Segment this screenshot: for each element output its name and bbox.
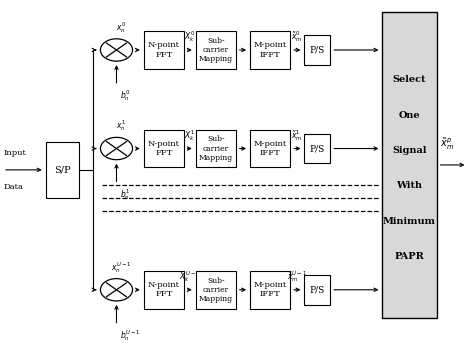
Text: M-point
IFFT: M-point IFFT xyxy=(254,281,287,298)
Bar xyxy=(144,271,184,309)
Text: N-point
FFT: N-point FFT xyxy=(148,140,180,157)
Text: Sub-
carrier
Mapping: Sub- carrier Mapping xyxy=(199,277,233,303)
Bar xyxy=(250,271,290,309)
Text: N-point
FFT: N-point FFT xyxy=(148,281,180,298)
Circle shape xyxy=(100,279,133,301)
Bar xyxy=(383,12,437,318)
Bar xyxy=(144,130,184,168)
Text: Data: Data xyxy=(3,183,23,191)
Text: $x_n^{U-1}$: $x_n^{U-1}$ xyxy=(111,260,131,275)
Text: P/S: P/S xyxy=(310,45,325,54)
Text: PAPR: PAPR xyxy=(395,252,424,261)
Text: Sub-
carrier
Mapping: Sub- carrier Mapping xyxy=(199,135,233,162)
Text: $x_n^0$: $x_n^0$ xyxy=(116,20,127,35)
Text: $\tilde{x}_m^1$: $\tilde{x}_m^1$ xyxy=(292,128,303,143)
Text: Input: Input xyxy=(3,149,26,157)
Text: $x_n^1$: $x_n^1$ xyxy=(116,119,126,133)
Bar xyxy=(250,130,290,168)
Text: $b_n^1$: $b_n^1$ xyxy=(120,187,131,202)
Bar xyxy=(196,130,236,168)
Text: $\tilde{x}_m^{U-1}$: $\tilde{x}_m^{U-1}$ xyxy=(287,269,307,284)
Text: One: One xyxy=(399,110,420,119)
Circle shape xyxy=(100,39,133,61)
Text: Minimum: Minimum xyxy=(383,217,436,226)
Text: P/S: P/S xyxy=(310,144,325,153)
Text: $b_n^0$: $b_n^0$ xyxy=(120,88,131,103)
Text: $X_k^{U-1}$: $X_k^{U-1}$ xyxy=(179,269,201,284)
Text: Sub-
carrier
Mapping: Sub- carrier Mapping xyxy=(199,37,233,63)
Bar xyxy=(46,142,79,198)
Text: With: With xyxy=(397,182,422,191)
Text: M-point
IFFT: M-point IFFT xyxy=(254,41,287,58)
Text: N-point
FFT: N-point FFT xyxy=(148,41,180,58)
Text: $X_k^0$: $X_k^0$ xyxy=(184,29,195,44)
Text: Signal: Signal xyxy=(392,146,427,155)
Text: $X_k^1$: $X_k^1$ xyxy=(184,128,195,143)
Text: $\tilde{x}_m^0$: $\tilde{x}_m^0$ xyxy=(292,29,303,44)
Text: Select: Select xyxy=(393,75,426,84)
Bar xyxy=(196,31,236,69)
Bar xyxy=(304,134,330,163)
Bar xyxy=(250,31,290,69)
Text: P/S: P/S xyxy=(310,285,325,294)
Bar xyxy=(144,31,184,69)
Bar xyxy=(304,275,330,304)
Text: M-point
IFFT: M-point IFFT xyxy=(254,140,287,157)
Circle shape xyxy=(100,137,133,160)
Bar xyxy=(304,35,330,65)
Text: $b_n^{U-1}$: $b_n^{U-1}$ xyxy=(120,328,141,343)
Text: S/P: S/P xyxy=(54,165,71,174)
Text: $\tilde{x}_m^p$: $\tilde{x}_m^p$ xyxy=(440,136,455,152)
Bar xyxy=(196,271,236,309)
